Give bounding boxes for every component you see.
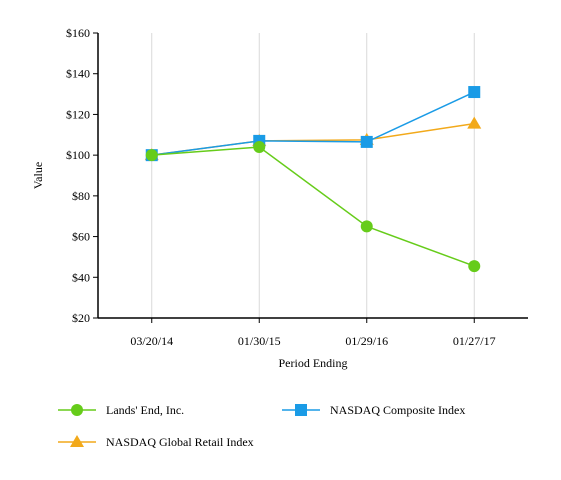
series-line xyxy=(151,91,475,156)
data-point xyxy=(468,86,481,99)
axes xyxy=(93,32,528,323)
data-point xyxy=(253,141,266,153)
series-line xyxy=(151,146,475,267)
y-tick-label: $160 xyxy=(66,26,90,40)
data-point xyxy=(467,116,482,129)
x-axis-title: Period Ending xyxy=(279,356,348,370)
legend-marker xyxy=(71,404,83,416)
y-tick-label: $40 xyxy=(72,270,90,284)
x-tick-label: 01/30/15 xyxy=(238,334,281,348)
data-point xyxy=(468,260,481,273)
y-tick-label: $20 xyxy=(72,311,90,325)
grid-lines xyxy=(151,33,475,318)
x-tick-label: 01/27/17 xyxy=(453,334,496,348)
series-triangle xyxy=(144,116,482,161)
legend-item: Lands' End, Inc. xyxy=(58,403,184,417)
data-point xyxy=(360,220,373,233)
y-tick-label: $100 xyxy=(66,148,90,162)
y-tick-labels: $20 $40 $60 $80 $100 $120 $140 $160 xyxy=(66,26,90,325)
data-point xyxy=(360,135,373,148)
data-point xyxy=(145,149,158,162)
legend-item: NASDAQ Composite Index xyxy=(282,403,465,417)
y-axis-title: Value xyxy=(31,162,45,189)
legend-label: NASDAQ Composite Index xyxy=(330,403,465,417)
series-square xyxy=(145,86,481,162)
x-tick-label: 01/29/16 xyxy=(345,334,388,348)
legend-label: NASDAQ Global Retail Index xyxy=(106,435,254,449)
legend: Lands' End, Inc. NASDAQ Composite Index NA… xyxy=(58,403,465,449)
legend-marker xyxy=(70,435,84,447)
series-line xyxy=(151,122,475,156)
x-tick-labels: 03/20/14 01/30/15 01/29/16 01/27/17 xyxy=(130,334,495,348)
y-tick-label: $60 xyxy=(72,230,90,244)
y-tick-label: $140 xyxy=(66,67,90,81)
series-circle xyxy=(145,141,481,273)
y-tick-label: $80 xyxy=(72,189,90,203)
series-layer xyxy=(144,86,482,273)
legend-item: NASDAQ Global Retail Index xyxy=(58,435,254,449)
legend-marker xyxy=(295,404,307,416)
x-tick-label: 03/20/14 xyxy=(130,334,173,348)
y-tick-label: $120 xyxy=(66,107,90,121)
legend-label: Lands' End, Inc. xyxy=(106,403,184,417)
